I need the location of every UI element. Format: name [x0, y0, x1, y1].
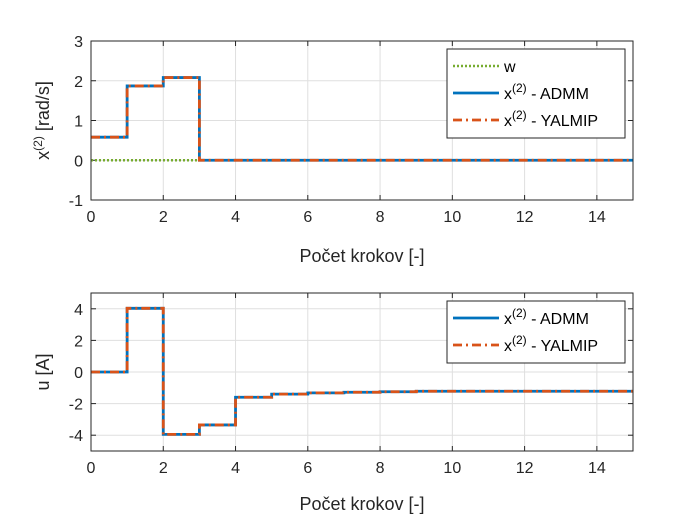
legend: w x(2) - ADMM x(2) - YALMIP [446, 48, 626, 139]
legend-label: x(2) - ADMM [504, 306, 589, 328]
series-line-3 [91, 76, 633, 162]
x-axis-label: Počet krokov [-] [299, 494, 424, 514]
y-tick-label: 1 [74, 114, 83, 131]
x-tick-label: 12 [516, 460, 534, 477]
y-tick-label: -4 [69, 428, 83, 445]
y-axis-label: x(2) [rad/s] [31, 81, 53, 160]
y-tick-label: 4 [74, 302, 83, 319]
legend-label: x(2) - ADMM [504, 81, 589, 103]
x-axis-label: Počet krokov [-] [299, 246, 424, 266]
y-tick-label: 2 [74, 333, 83, 350]
x-tick-label: 12 [516, 209, 534, 226]
x-tick-label: 8 [376, 209, 385, 226]
legend-label: x(2) - YALMIP [504, 333, 598, 355]
x-tick-label: 4 [231, 460, 240, 477]
legend-label: w [503, 59, 516, 76]
x-tick-label: 10 [443, 209, 461, 226]
x-tick-label: 6 [303, 460, 312, 477]
x-tick-label: 14 [588, 460, 606, 477]
axes-box [90, 40, 634, 201]
y-tick-label: -2 [69, 397, 83, 414]
y-tick-label: -1 [69, 193, 83, 210]
legend-label: x(2) - YALMIP [504, 108, 598, 130]
y-tick-label: 3 [74, 34, 83, 51]
y-tick-label: 2 [74, 74, 83, 91]
axes-box [90, 292, 634, 452]
x-tick-label: 0 [87, 460, 96, 477]
x-tick-label: 6 [303, 209, 312, 226]
y-axis-label: u [A] [33, 353, 53, 390]
x-tick-label: 2 [159, 460, 168, 477]
chart-panel-2: 0 2 4 6 8 10 12 14 -4 -2 0 2 4 Počet krokov [-] u [A] x… [33, 292, 634, 514]
x-tick-label: 8 [376, 460, 385, 477]
x-tick-label: 2 [159, 209, 168, 226]
y-tick-label: 0 [74, 365, 83, 382]
legend: x(2) - ADMM x(2) - YALMIP [446, 300, 626, 364]
series-line-2 [91, 306, 633, 436]
legend-box [446, 300, 626, 364]
x-tick-label: 10 [443, 460, 461, 477]
y-tick-label: 0 [74, 153, 83, 170]
x-tick-label: 14 [588, 209, 606, 226]
x-tick-label: 4 [231, 209, 240, 226]
x-tick-label: 0 [87, 209, 96, 226]
